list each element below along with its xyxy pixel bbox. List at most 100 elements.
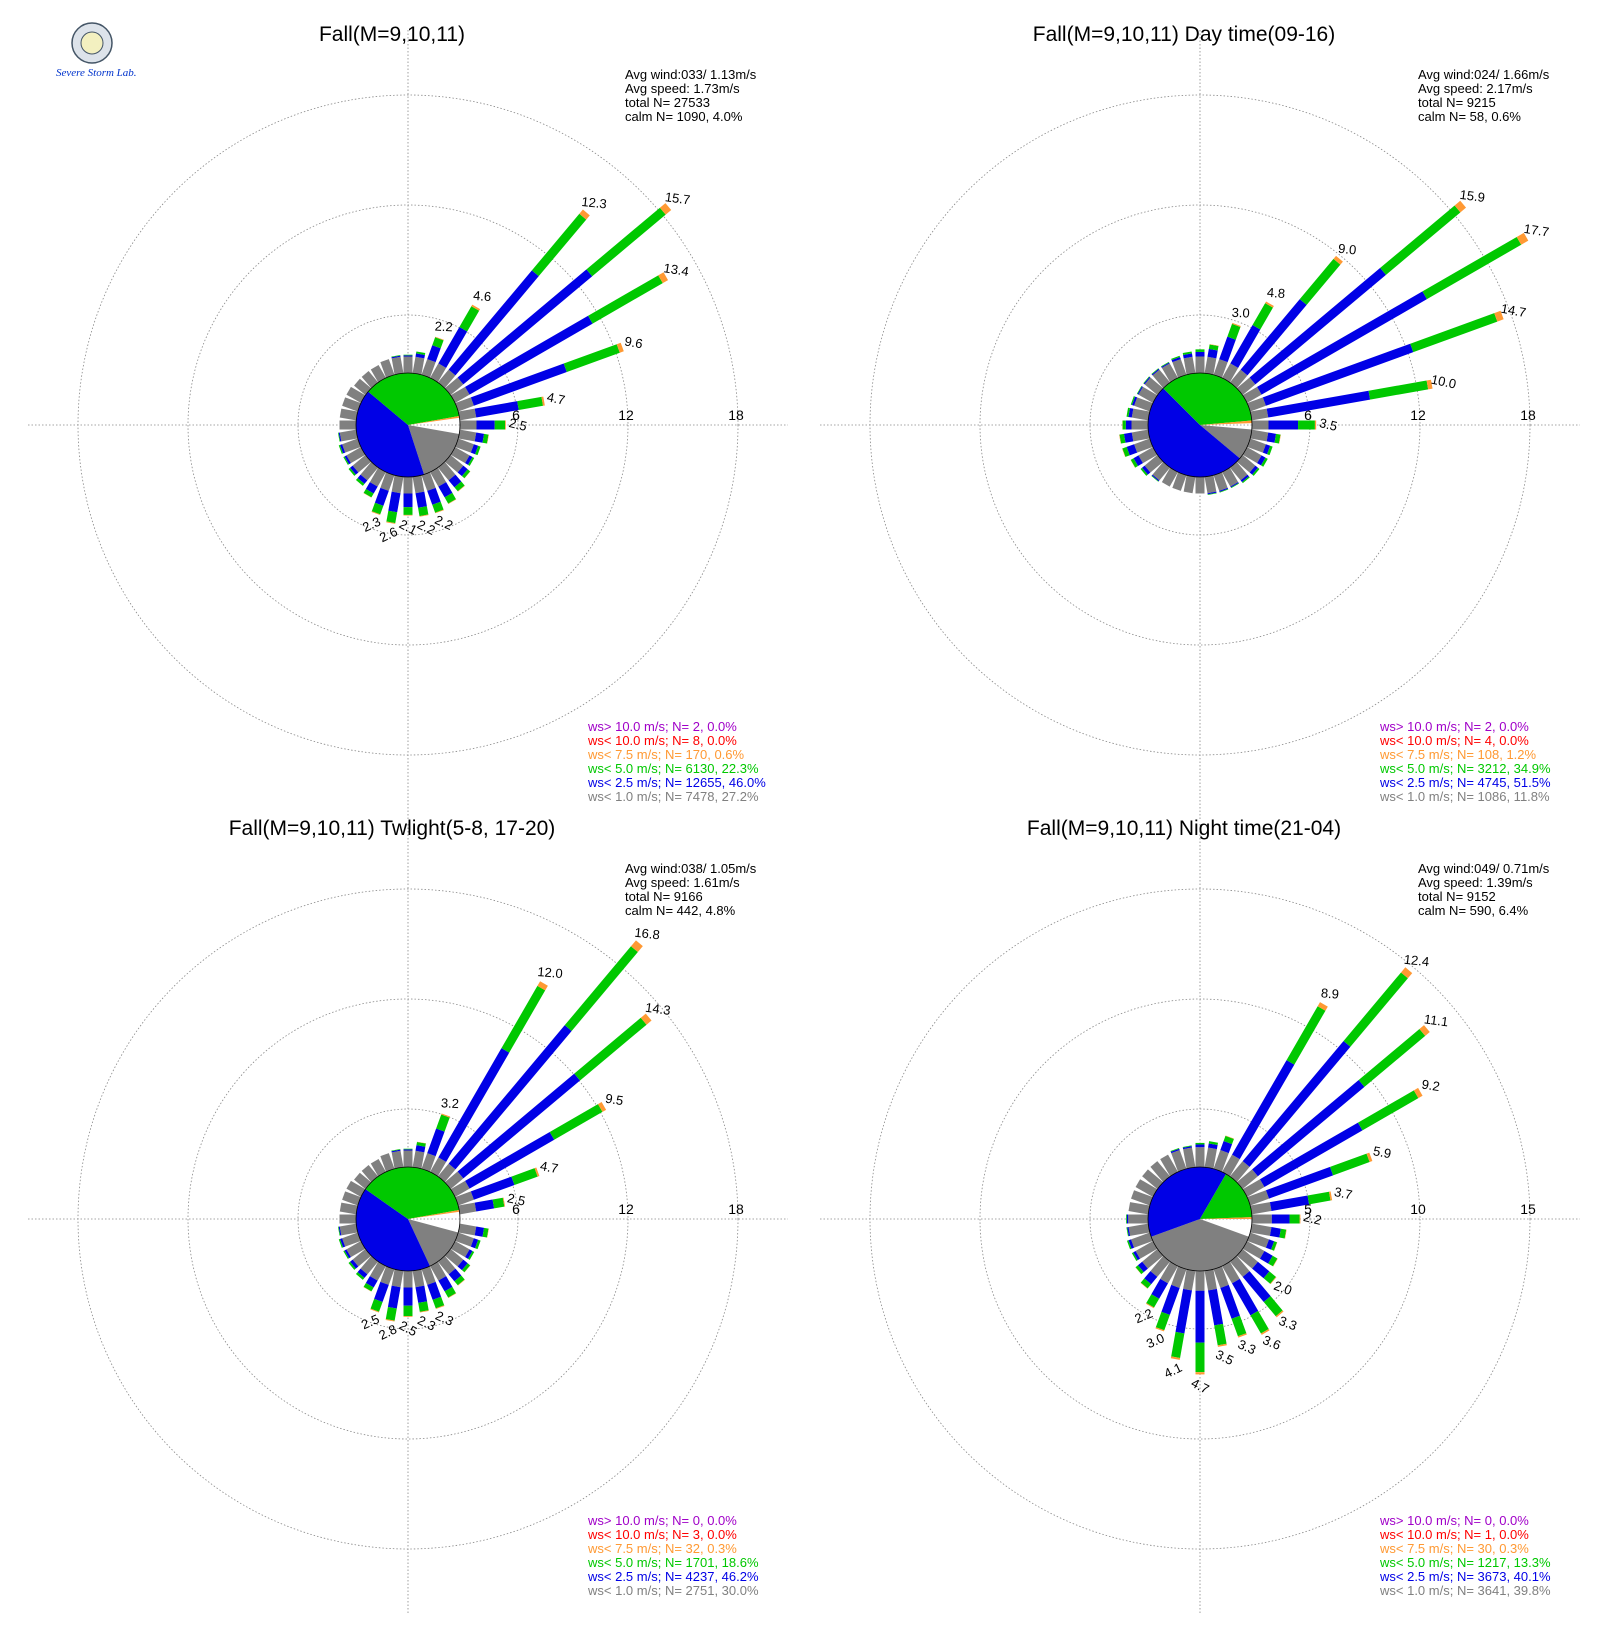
wind-bar-segment (1265, 301, 1274, 308)
bar-value-label: 2.2 (1132, 1305, 1154, 1326)
wind-bar-segment (1250, 408, 1269, 421)
wind-bar-segment (1222, 467, 1239, 487)
wind-bar-segment (415, 491, 427, 508)
wind-bar-segment (427, 1281, 442, 1300)
wind-bar-segment (371, 511, 381, 516)
legend-entry: ws< 10.0 m/s; N= 4, 0.0% (1379, 733, 1529, 748)
wind-bar-segment (339, 444, 346, 454)
wind-bar-segment (1126, 1240, 1132, 1250)
wind-bar-segment (1299, 1214, 1301, 1224)
wind-bar-segment (1247, 397, 1266, 412)
wind-bar-segment (640, 1013, 652, 1025)
wind-bar-segment (471, 304, 481, 311)
calm-pie-slice (1200, 1173, 1252, 1219)
wind-bar-segment (475, 445, 481, 456)
wind-bar-segment (338, 444, 344, 454)
stat-line: Avg wind:049/ 0.71m/s (1418, 861, 1550, 876)
wind-bar-segment (1195, 356, 1205, 373)
wind-bar-segment (1230, 325, 1261, 368)
wind-bar-segment (1151, 475, 1159, 482)
wind-bar-segment (1122, 448, 1126, 458)
wind-bar-segment (338, 432, 341, 442)
bar-value-label: 15.7 (664, 189, 691, 207)
wind-bar-segment (1422, 236, 1522, 300)
bar-value-label: 14.3 (644, 1000, 671, 1018)
wind-bar-segment (1135, 1267, 1142, 1275)
wind-bar-segment (450, 1180, 470, 1197)
wind-bar-segment (455, 438, 474, 453)
wind-bar-segment (432, 1296, 445, 1309)
wind-bar-segment (457, 1073, 581, 1179)
wind-bar-segment (391, 355, 401, 359)
bar-value-label: 2.6 (377, 524, 400, 545)
stat-line: calm N= 1090, 4.0% (625, 109, 743, 124)
wind-bar-segment (403, 1305, 413, 1317)
wind-bar-segment (417, 1141, 426, 1144)
calm-pie-slice (1148, 388, 1240, 477)
wind-bar-segment (564, 946, 638, 1031)
calm-pie-slice (1163, 373, 1252, 425)
bar-value-label: 3.7 (1333, 1184, 1354, 1202)
wind-bar-segment (1161, 1284, 1180, 1315)
wind-bar-segment (1252, 1079, 1365, 1177)
wind-bar-segment (1222, 1261, 1240, 1284)
wind-bar-segment (448, 1268, 462, 1282)
wind-bar-segment (1259, 1251, 1273, 1264)
wind-bar-segment (1229, 461, 1248, 481)
wind-bar-segment (1230, 483, 1240, 489)
wind-bar-segment (1272, 1258, 1278, 1267)
wind-bar-segment (1219, 487, 1229, 492)
wind-bar-segment (438, 1048, 510, 1162)
calm-pie-slice (365, 1167, 460, 1219)
wind-bar-segment (346, 447, 366, 464)
wind-bar-segment (432, 501, 444, 513)
wind-bar-segment (369, 467, 386, 487)
wind-bar-segment (541, 396, 545, 406)
wind-bar-segment (1128, 408, 1134, 418)
wind-bar-segment (482, 1227, 489, 1238)
wind-bar-segment (1269, 1195, 1310, 1211)
wind-bar-segment (1133, 1251, 1141, 1261)
wind-bar-segment (363, 488, 374, 498)
wind-bar-segment (1143, 376, 1150, 384)
wind-bar-segment (505, 420, 506, 430)
wind-bar-segment (1195, 1372, 1205, 1375)
wind-bar-segment (476, 420, 495, 430)
wind-bar-segment (444, 492, 456, 504)
wind-bar-segment (352, 1248, 372, 1267)
wind-bar-segment (415, 1285, 428, 1303)
wind-bar-segment (427, 345, 441, 363)
wind-bar-segment (461, 1263, 471, 1273)
wind-bar-segment (457, 269, 593, 385)
wind-bar-segment (357, 474, 368, 484)
wind-bar-segment (380, 1153, 395, 1172)
wind-bar-segment (1227, 323, 1241, 340)
ring-label: 18 (728, 407, 744, 423)
bar-value-label: 11.1 (1423, 1011, 1449, 1029)
wind-bar-segment (355, 1272, 365, 1280)
wind-bar-segment (403, 514, 413, 516)
legend-entry: ws< 10.0 m/s; N= 1, 0.0% (1379, 1527, 1529, 1542)
wind-bar-segment (1152, 461, 1171, 481)
stat-line: calm N= 58, 0.6% (1418, 109, 1521, 124)
wind-bar-segment (1252, 1261, 1270, 1279)
legend-entry: ws< 7.5 m/s; N= 108, 1.2% (1379, 747, 1537, 762)
calm-pie-outline (355, 1166, 461, 1272)
wind-bar-segment (380, 472, 395, 491)
wind-bar-segment (1268, 1255, 1278, 1267)
wind-bar-segment (1214, 1323, 1227, 1346)
wind-bar-segment (1263, 1271, 1276, 1284)
wind-bar-segment (1151, 474, 1160, 482)
wind-bar-segment (448, 1025, 572, 1170)
wind-bar-segment (1237, 1333, 1247, 1338)
wind-bar-segment (339, 420, 356, 430)
wind-bar-segment (416, 1141, 426, 1147)
wind-bar-segment (354, 378, 372, 396)
wind-bar-segment (355, 478, 365, 486)
wind-bar-segment (486, 434, 489, 444)
wind-bar-segment (1204, 1147, 1217, 1169)
wind-bar-segment (1208, 1288, 1224, 1326)
wind-bar-segment (1130, 459, 1136, 468)
wind-bar-segment (430, 363, 447, 383)
bar-value-label: 8.9 (1320, 985, 1339, 1001)
